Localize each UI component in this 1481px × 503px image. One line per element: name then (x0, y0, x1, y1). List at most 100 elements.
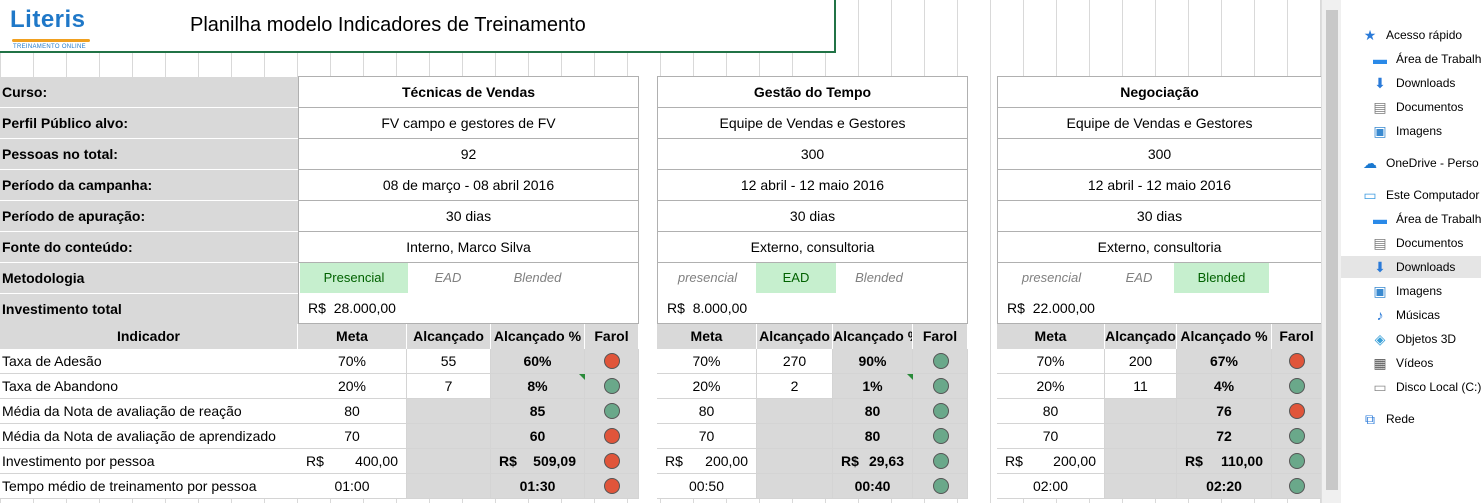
scrollbar-thumb[interactable] (1326, 10, 1338, 490)
course-1-row-2-alcancado-pct[interactable]: 8% (491, 374, 585, 399)
course-2-row-3-farol[interactable] (913, 399, 968, 424)
course-2-metodologia-3[interactable]: Blended (855, 270, 903, 285)
course-1-row-1-alcancado[interactable]: 55 (407, 349, 491, 374)
course-2-row-5-farol[interactable] (913, 449, 968, 474)
course-3-row-3-alcancado-pct[interactable]: 76 (1177, 399, 1272, 424)
course-1-row-5-meta[interactable]: R$ 400,00 (298, 449, 407, 474)
course-1-row-6-alcancado[interactable] (407, 474, 491, 499)
course-2-row-2-farol[interactable] (913, 374, 968, 399)
course-1-row-3-farol[interactable] (585, 399, 639, 424)
course-1-periodo-apuracao[interactable]: 30 dias (298, 201, 639, 232)
course-3-row-5-alcancado-pct[interactable]: R$ 110,00 (1177, 449, 1272, 474)
nav-item-16[interactable]: ⧉ Rede (1341, 408, 1481, 430)
course-3-row-4-meta[interactable]: 70 (997, 424, 1105, 449)
course-3-fonte[interactable]: Externo, consultoria (997, 232, 1322, 263)
course-3-row-1-meta[interactable]: 70% (997, 349, 1105, 374)
course-3-row-4-farol[interactable] (1272, 424, 1322, 449)
course-2-row-3-alcancado[interactable] (757, 399, 833, 424)
course-1-row-1-meta[interactable]: 70% (298, 349, 407, 374)
course-3-row-6-farol[interactable] (1272, 474, 1322, 499)
course-3-perfil[interactable]: Equipe de Vendas e Gestores (997, 108, 1322, 139)
course-3-periodo-apuracao[interactable]: 30 dias (997, 201, 1322, 232)
course-1-row-3-alcancado-pct[interactable]: 85 (491, 399, 585, 424)
course-2-row-5-meta[interactable]: R$ 200,00 (657, 449, 757, 474)
course-1-investimento[interactable]: R$ 28.000,00 (308, 300, 396, 316)
course-2-row-5-alcancado[interactable] (757, 449, 833, 474)
course-1-row-1-alcancado-pct[interactable]: 60% (491, 349, 585, 374)
course-3-row-1-alcancado-pct[interactable]: 67% (1177, 349, 1272, 374)
course-3-row-4-alcancado[interactable] (1105, 424, 1177, 449)
course-2-row-6-farol[interactable] (913, 474, 968, 499)
nav-item-10[interactable]: ⬇ Downloads (1341, 256, 1481, 278)
course-3-row-6-alcancado-pct[interactable]: 02:20 (1177, 474, 1272, 499)
course-3-row-3-meta[interactable]: 80 (997, 399, 1105, 424)
course-2-row-4-meta[interactable]: 70 (657, 424, 757, 449)
course-2-row-1-alcancado[interactable]: 270 (757, 349, 833, 374)
course-3-row-2-alcancado-pct[interactable]: 4% (1177, 374, 1272, 399)
nav-item-14[interactable]: ▦ Vídeos (1341, 352, 1481, 374)
course-1-periodo-campanha[interactable]: 08 de março - 08 abril 2016 (298, 170, 639, 201)
course-1-row-4-farol[interactable] (585, 424, 639, 449)
course-3-row-1-farol[interactable] (1272, 349, 1322, 374)
course-2-row-1-meta[interactable]: 70% (657, 349, 757, 374)
nav-item-6[interactable]: ☁ OneDrive - Perso (1341, 152, 1481, 174)
course-2-row-3-meta[interactable]: 80 (657, 399, 757, 424)
course-2-curso[interactable]: Gestão do Tempo (657, 77, 968, 108)
header-cell[interactable]: Literis TREINAMENTO ONLINE Planilha mode… (0, 0, 836, 53)
course-3-row-5-alcancado[interactable] (1105, 449, 1177, 474)
course-2-row-5-alcancado-pct[interactable]: R$ 29,63 (833, 449, 913, 474)
nav-item-3[interactable]: ⬇ Downloads (1341, 72, 1481, 94)
course-1-row-6-meta[interactable]: 01:00 (298, 474, 407, 499)
course-1-row-6-farol[interactable] (585, 474, 639, 499)
course-1-row-3-meta[interactable]: 80 (298, 399, 407, 424)
course-1-row-5-alcancado[interactable] (407, 449, 491, 474)
course-1-row-2-meta[interactable]: 20% (298, 374, 407, 399)
course-1-row-5-alcancado-pct[interactable]: R$ 509,09 (491, 449, 585, 474)
course-1-row-2-farol[interactable] (585, 374, 639, 399)
course-1-metodologia-1[interactable]: Presencial (300, 263, 408, 293)
course-2-metodologia-2[interactable]: EAD (756, 263, 836, 293)
course-3-metodologia-1[interactable]: presencial (1021, 270, 1082, 285)
course-3-row-3-alcancado[interactable] (1105, 399, 1177, 424)
nav-item-12[interactable]: ♪ Músicas (1341, 304, 1481, 326)
course-2-metodologia-1[interactable]: presencial (677, 270, 738, 285)
course-1-curso[interactable]: Técnicas de Vendas (298, 77, 639, 108)
course-3-row-2-farol[interactable] (1272, 374, 1322, 399)
course-3-row-2-alcancado[interactable]: 11 (1105, 374, 1177, 399)
course-2-row-2-alcancado[interactable]: 2 (757, 374, 833, 399)
course-1-pessoas[interactable]: 92 (298, 139, 639, 170)
nav-item-5[interactable]: ▣ Imagens (1341, 120, 1481, 142)
nav-item-11[interactable]: ▣ Imagens (1341, 280, 1481, 302)
course-2-periodo-campanha[interactable]: 12 abril - 12 maio 2016 (657, 170, 968, 201)
course-1-row-6-alcancado-pct[interactable]: 01:30 (491, 474, 585, 499)
nav-item-8[interactable]: ▬ Área de Trabalho (1341, 208, 1481, 230)
course-3-investimento[interactable]: R$ 22.000,00 (1007, 300, 1095, 316)
course-3-row-1-alcancado[interactable]: 200 (1105, 349, 1177, 374)
course-3-row-6-alcancado[interactable] (1105, 474, 1177, 499)
course-1-row-4-alcancado[interactable] (407, 424, 491, 449)
course-2-row-2-alcancado-pct[interactable]: 1% (833, 374, 913, 399)
course-2-perfil[interactable]: Equipe de Vendas e Gestores (657, 108, 968, 139)
course-3-curso[interactable]: Negociação (997, 77, 1322, 108)
course-3-pessoas[interactable]: 300 (997, 139, 1322, 170)
course-3-metodologia-2[interactable]: EAD (1125, 270, 1153, 285)
nav-item-7[interactable]: ▭ Este Computador (1341, 184, 1481, 206)
nav-item-4[interactable]: ▤ Documentos (1341, 96, 1481, 118)
nav-item-2[interactable]: ▬ Área de Trabalho (1341, 48, 1481, 70)
course-2-periodo-apuracao[interactable]: 30 dias (657, 201, 968, 232)
course-2-row-2-meta[interactable]: 20% (657, 374, 757, 399)
course-1-metodologia-2[interactable]: EAD (434, 270, 462, 285)
course-1-row-1-farol[interactable] (585, 349, 639, 374)
course-3-row-2-meta[interactable]: 20% (997, 374, 1105, 399)
course-2-row-6-alcancado-pct[interactable]: 00:40 (833, 474, 913, 499)
course-1-row-2-alcancado[interactable]: 7 (407, 374, 491, 399)
nav-item-15[interactable]: ▭ Disco Local (C:) (1341, 376, 1481, 398)
course-2-row-4-alcancado-pct[interactable]: 80 (833, 424, 913, 449)
course-1-perfil[interactable]: FV campo e gestores de FV (298, 108, 639, 139)
nav-item-13[interactable]: ◈ Objetos 3D (1341, 328, 1481, 350)
course-3-row-3-farol[interactable] (1272, 399, 1322, 424)
course-1-fonte[interactable]: Interno, Marco Silva (298, 232, 639, 263)
course-1-row-4-alcancado-pct[interactable]: 60 (491, 424, 585, 449)
course-2-fonte[interactable]: Externo, consultoria (657, 232, 968, 263)
course-2-row-1-alcancado-pct[interactable]: 90% (833, 349, 913, 374)
